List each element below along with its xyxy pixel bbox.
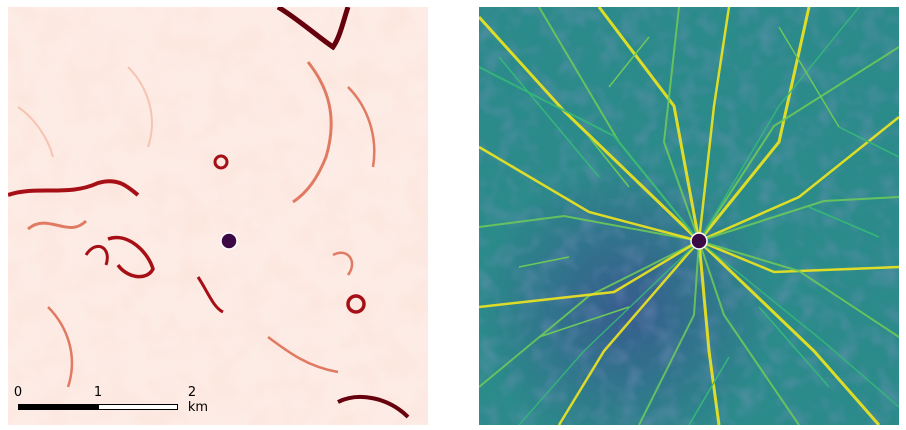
left-map (8, 7, 428, 425)
ridge-line (332, 251, 354, 276)
ridge-line (196, 276, 224, 314)
left-map-texture (8, 7, 428, 425)
right-map-texture (479, 7, 899, 425)
flow-line (597, 7, 701, 242)
flow-line (698, 240, 899, 338)
branch-line (688, 356, 730, 425)
branch-line (808, 206, 880, 238)
flow-line (479, 66, 700, 242)
scale-label-0: 0 (13, 385, 23, 400)
branch-line (778, 26, 840, 128)
flow-line (698, 240, 800, 425)
flow-lines (479, 7, 899, 425)
ridge-line (127, 66, 153, 148)
flow-line (698, 46, 899, 242)
right-map (479, 7, 899, 425)
flow-line (518, 240, 700, 425)
scale-segment-white (98, 404, 178, 410)
location-marker (220, 232, 238, 250)
flow-line (698, 239, 899, 274)
ridge-line (276, 7, 351, 51)
flow-line (638, 240, 700, 425)
branch-line (588, 136, 630, 188)
left-map-features (8, 7, 410, 419)
flow-line (697, 7, 811, 242)
ridge-line (8, 179, 140, 197)
left-map-panel: 0 1 2 km (8, 7, 428, 425)
scale-bar: 0 1 2 km (14, 385, 208, 415)
scale-label-2km: 2 km (187, 385, 209, 415)
ridge-line (267, 335, 339, 374)
right-map-panel (479, 7, 899, 425)
ridge-line (27, 219, 88, 231)
ridge-line (17, 106, 54, 158)
flow-line (698, 7, 860, 242)
branch-line (608, 36, 650, 88)
flow-line (697, 240, 721, 425)
crater-ring (346, 294, 366, 314)
flow-line (662, 7, 700, 242)
branch-line (498, 56, 600, 178)
location-marker (690, 232, 708, 250)
branch-line (538, 306, 630, 338)
flow-line (557, 240, 700, 425)
flow-line (698, 196, 899, 242)
branch-line (838, 126, 899, 158)
ridge-line (47, 306, 74, 388)
flow-line (479, 239, 700, 309)
branch-line (518, 256, 570, 268)
branch-line (758, 306, 830, 388)
flow-line (479, 145, 700, 243)
flow-line (697, 7, 731, 242)
flow-line (698, 116, 899, 243)
flow-line (697, 239, 881, 425)
flow-line (698, 240, 899, 408)
ridge-line (84, 244, 109, 266)
crater-ring (213, 154, 229, 170)
ridge-line (347, 86, 376, 168)
ridge-line (107, 235, 155, 279)
ridge-line (337, 395, 410, 419)
flow-line (479, 214, 700, 242)
scale-label-1: 1 (93, 385, 103, 400)
ridge-line (292, 61, 333, 204)
scale-segment-black (18, 404, 98, 410)
